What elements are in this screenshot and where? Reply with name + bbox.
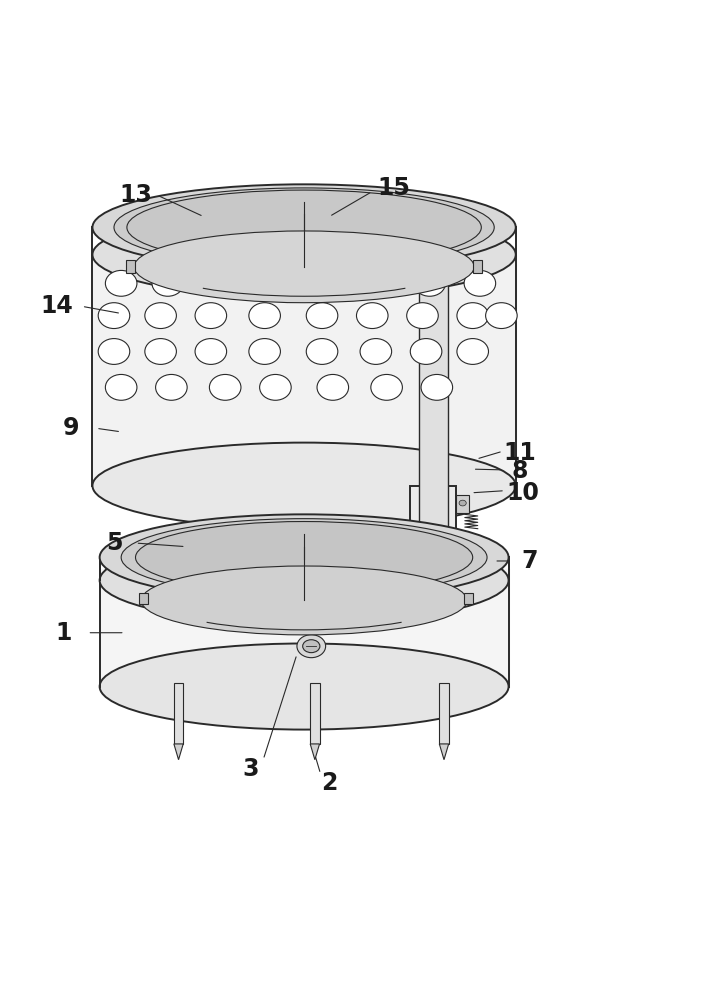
Text: 11: 11 xyxy=(503,441,536,465)
Ellipse shape xyxy=(121,519,487,596)
Ellipse shape xyxy=(155,374,187,400)
Ellipse shape xyxy=(486,303,517,329)
Text: 5: 5 xyxy=(106,531,122,555)
Text: 13: 13 xyxy=(119,183,152,207)
Ellipse shape xyxy=(145,303,176,329)
Ellipse shape xyxy=(459,500,466,506)
Ellipse shape xyxy=(421,374,453,400)
Bar xyxy=(464,593,473,604)
Text: 8: 8 xyxy=(511,459,528,483)
Ellipse shape xyxy=(360,339,392,364)
Bar xyxy=(310,683,320,744)
Text: 2: 2 xyxy=(321,771,338,795)
Ellipse shape xyxy=(135,522,473,593)
Text: 15: 15 xyxy=(377,176,410,200)
Ellipse shape xyxy=(249,339,281,364)
Ellipse shape xyxy=(98,339,129,364)
Ellipse shape xyxy=(141,566,467,635)
Ellipse shape xyxy=(134,231,474,303)
Ellipse shape xyxy=(414,270,445,296)
Ellipse shape xyxy=(371,374,403,400)
Polygon shape xyxy=(440,744,449,760)
Bar xyxy=(456,495,469,513)
Ellipse shape xyxy=(303,640,320,653)
Ellipse shape xyxy=(100,537,508,623)
Text: 1: 1 xyxy=(56,621,72,645)
Ellipse shape xyxy=(457,303,489,329)
Text: 10: 10 xyxy=(507,481,539,505)
Bar xyxy=(139,593,147,604)
Ellipse shape xyxy=(195,303,226,329)
Ellipse shape xyxy=(145,339,176,364)
Bar xyxy=(440,683,449,744)
Ellipse shape xyxy=(310,270,341,296)
Ellipse shape xyxy=(360,270,392,296)
Ellipse shape xyxy=(100,643,508,730)
Ellipse shape xyxy=(195,339,226,364)
Ellipse shape xyxy=(100,514,508,600)
Ellipse shape xyxy=(307,303,338,329)
Polygon shape xyxy=(310,744,320,760)
Ellipse shape xyxy=(127,190,482,265)
Ellipse shape xyxy=(356,303,388,329)
Bar xyxy=(419,255,448,557)
Ellipse shape xyxy=(317,374,348,400)
Text: 9: 9 xyxy=(63,416,80,440)
Ellipse shape xyxy=(93,184,515,270)
Ellipse shape xyxy=(249,303,281,329)
Ellipse shape xyxy=(93,212,515,298)
Ellipse shape xyxy=(297,635,325,658)
Ellipse shape xyxy=(202,270,234,296)
Ellipse shape xyxy=(464,270,496,296)
Polygon shape xyxy=(100,569,508,687)
Ellipse shape xyxy=(152,270,184,296)
Ellipse shape xyxy=(210,374,241,400)
Bar xyxy=(127,260,134,273)
Polygon shape xyxy=(174,744,183,760)
Ellipse shape xyxy=(457,339,489,364)
Ellipse shape xyxy=(106,374,137,400)
Bar xyxy=(174,683,183,744)
Text: 3: 3 xyxy=(242,757,259,781)
Ellipse shape xyxy=(106,270,137,296)
Bar xyxy=(410,486,456,557)
Polygon shape xyxy=(93,255,515,486)
Ellipse shape xyxy=(307,339,338,364)
Ellipse shape xyxy=(114,188,495,267)
Ellipse shape xyxy=(410,339,442,364)
Ellipse shape xyxy=(98,303,129,329)
Ellipse shape xyxy=(407,303,438,329)
Ellipse shape xyxy=(252,270,284,296)
Text: 7: 7 xyxy=(522,549,539,573)
Bar xyxy=(474,260,482,273)
Text: 14: 14 xyxy=(40,294,73,318)
Ellipse shape xyxy=(260,374,291,400)
Ellipse shape xyxy=(93,443,515,529)
